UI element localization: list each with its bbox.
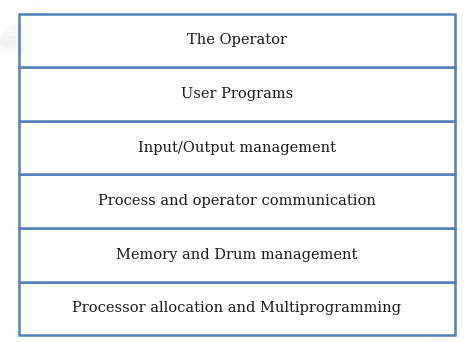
FancyBboxPatch shape [19, 121, 455, 174]
Text: User Programs: User Programs [181, 87, 293, 101]
Text: The Operator: The Operator [187, 34, 287, 48]
Text: Input/Output management: Input/Output management [138, 141, 336, 155]
Ellipse shape [0, 21, 39, 48]
FancyBboxPatch shape [19, 14, 455, 67]
FancyBboxPatch shape [19, 281, 455, 335]
Text: Processor allocation and Multiprogramming: Processor allocation and Multiprogrammin… [73, 301, 401, 315]
Text: Process and operator communication: Process and operator communication [98, 194, 376, 208]
FancyBboxPatch shape [19, 174, 455, 228]
Text: Memory and Drum management: Memory and Drum management [116, 248, 358, 262]
FancyBboxPatch shape [19, 228, 455, 281]
FancyBboxPatch shape [19, 67, 455, 121]
Ellipse shape [18, 8, 49, 40]
Ellipse shape [0, 36, 33, 53]
